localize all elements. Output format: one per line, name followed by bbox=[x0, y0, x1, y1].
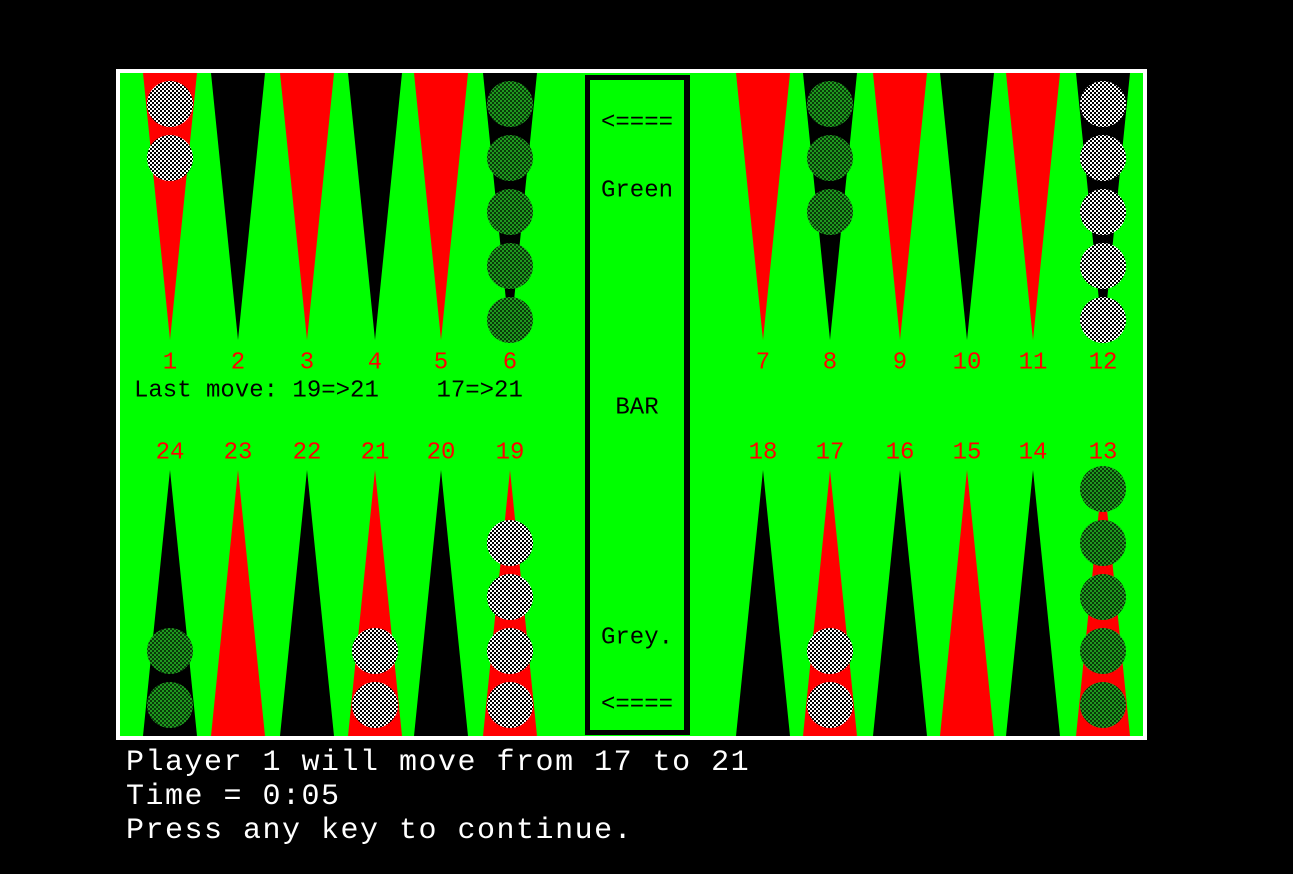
point-number: 6 bbox=[503, 349, 517, 376]
point-number: 11 bbox=[1019, 349, 1048, 376]
checker bbox=[807, 81, 853, 127]
point-number: 16 bbox=[886, 439, 915, 466]
point-number: 13 bbox=[1089, 439, 1118, 466]
checker bbox=[1080, 466, 1126, 512]
checker bbox=[1080, 520, 1126, 566]
bar-edge bbox=[590, 730, 684, 735]
point-number: 9 bbox=[893, 349, 907, 376]
checker bbox=[147, 81, 193, 127]
point-number: 24 bbox=[156, 439, 185, 466]
checker bbox=[1080, 628, 1126, 674]
checker bbox=[487, 135, 533, 181]
checker bbox=[487, 682, 533, 728]
checker bbox=[807, 189, 853, 235]
point-triangle bbox=[414, 470, 468, 736]
checker bbox=[352, 682, 398, 728]
point-triangle bbox=[280, 470, 334, 736]
checker bbox=[487, 243, 533, 289]
bar-label: BAR bbox=[615, 394, 658, 421]
point-triangle bbox=[414, 73, 468, 340]
bar-edge bbox=[590, 75, 684, 80]
checker bbox=[487, 81, 533, 127]
point-number: 19 bbox=[496, 439, 525, 466]
point-number: 4 bbox=[368, 349, 382, 376]
point-number: 1 bbox=[163, 349, 177, 376]
point-triangle bbox=[873, 470, 927, 736]
checker bbox=[1080, 682, 1126, 728]
checker bbox=[1080, 135, 1126, 181]
bar-edge bbox=[684, 75, 690, 735]
checker bbox=[487, 520, 533, 566]
checker bbox=[807, 628, 853, 674]
checker bbox=[1080, 81, 1126, 127]
checker bbox=[352, 628, 398, 674]
point-number: 2 bbox=[231, 349, 245, 376]
checker bbox=[147, 628, 193, 674]
checker bbox=[147, 682, 193, 728]
checker bbox=[147, 135, 193, 181]
point-triangle bbox=[940, 73, 994, 340]
point-triangle bbox=[211, 73, 265, 340]
point-number: 20 bbox=[427, 439, 456, 466]
status-line: Time = 0:05 bbox=[126, 780, 341, 814]
point-number: 21 bbox=[361, 439, 390, 466]
point-number: 18 bbox=[749, 439, 778, 466]
point-triangle bbox=[873, 73, 927, 340]
point-triangle bbox=[211, 470, 265, 736]
point-number: 5 bbox=[434, 349, 448, 376]
checker bbox=[487, 628, 533, 674]
point-triangle bbox=[736, 73, 790, 340]
point-number: 22 bbox=[293, 439, 322, 466]
bar-player: Grey. bbox=[601, 624, 673, 651]
bar-arrow: <==== bbox=[601, 109, 673, 136]
point-triangle bbox=[1006, 73, 1060, 340]
checker bbox=[1080, 574, 1126, 620]
point-triangle bbox=[348, 73, 402, 340]
point-number: 8 bbox=[823, 349, 837, 376]
point-number: 17 bbox=[816, 439, 845, 466]
checker bbox=[487, 189, 533, 235]
point-triangle bbox=[736, 470, 790, 736]
bar-player: Green bbox=[601, 177, 673, 204]
point-number: 14 bbox=[1019, 439, 1048, 466]
point-triangle bbox=[1006, 470, 1060, 736]
checker bbox=[487, 574, 533, 620]
point-number: 10 bbox=[953, 349, 982, 376]
point-triangle bbox=[280, 73, 334, 340]
checker bbox=[807, 135, 853, 181]
point-number: 15 bbox=[953, 439, 982, 466]
point-number: 12 bbox=[1089, 349, 1118, 376]
checker bbox=[1080, 189, 1126, 235]
bar-edge bbox=[585, 75, 590, 735]
checker bbox=[807, 682, 853, 728]
bar-arrow: <==== bbox=[601, 691, 673, 718]
point-triangle bbox=[940, 470, 994, 736]
last-move: Last move: 19=>21 17=>21 bbox=[134, 377, 523, 404]
point-number: 23 bbox=[224, 439, 253, 466]
status-line: Press any key to continue. bbox=[126, 814, 633, 848]
point-number: 3 bbox=[300, 349, 314, 376]
checker bbox=[1080, 243, 1126, 289]
checker bbox=[1080, 297, 1126, 343]
checker bbox=[487, 297, 533, 343]
point-number: 7 bbox=[756, 349, 770, 376]
status-line: Player 1 will move from 17 to 21 bbox=[126, 746, 750, 780]
